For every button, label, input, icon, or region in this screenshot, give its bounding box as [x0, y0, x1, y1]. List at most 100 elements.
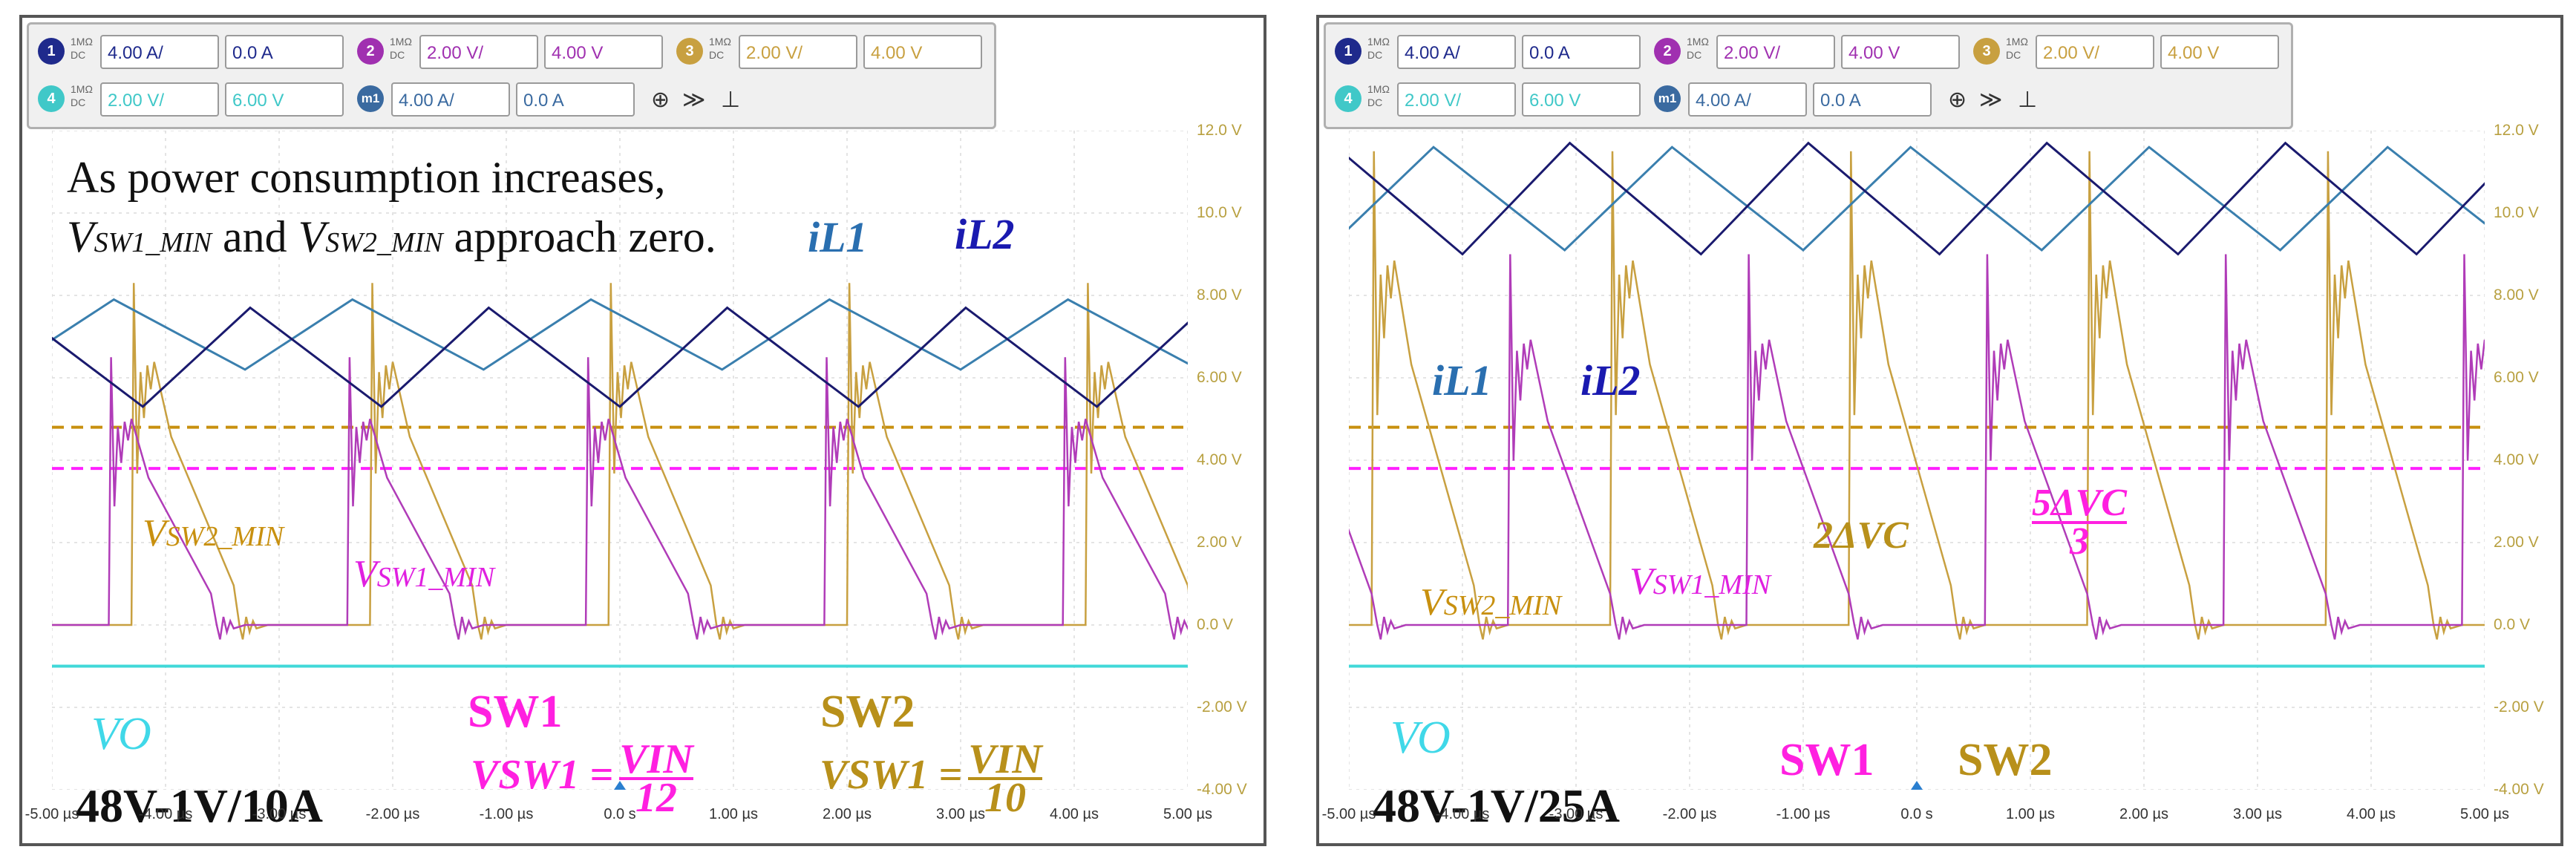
channel-1-badge[interactable]: 1: [1335, 38, 1361, 65]
trace-sw1: [1349, 254, 2485, 640]
x-tick-label: 4.00 µs: [2346, 806, 2396, 822]
label-sw1: SW1: [468, 687, 563, 737]
channel-2-offset[interactable]: 4.00 V: [1841, 35, 1960, 69]
x-tick-label: 4.00 µs: [1049, 806, 1099, 822]
channel-2-scale[interactable]: 2.00 V/: [1716, 35, 1835, 69]
add-channel-icon[interactable]: ⊕: [1948, 88, 1967, 112]
math-1-offset[interactable]: 0.0 A: [516, 82, 635, 117]
equation-sw2: VSW1 = VIN 10: [820, 739, 1042, 821]
more-icon[interactable]: ≫: [1979, 88, 2003, 112]
channel-3-offset[interactable]: 4.00 V: [2160, 35, 2279, 69]
y-tick-label: -4.00 V: [2494, 781, 2544, 798]
channel-3-offset[interactable]: 4.00 V: [863, 35, 982, 69]
channel-4-badge[interactable]: 4: [38, 85, 65, 112]
x-tick-label: 1.00 µs: [708, 806, 759, 822]
trace-sw2: [52, 283, 1188, 640]
y-tick-label: 12.0 V: [1197, 122, 1242, 139]
y-tick-label: 0.0 V: [2494, 616, 2531, 633]
channel-2-badge[interactable]: 2: [1654, 38, 1681, 65]
channel-1-badge[interactable]: 1: [38, 38, 65, 65]
label-vo: VO: [91, 709, 151, 759]
vsw2min-v: V: [1420, 581, 1444, 623]
channel-1-offset[interactable]: 0.0 A: [1522, 35, 1641, 69]
channel-4-scale[interactable]: 2.00 V/: [100, 82, 219, 117]
waveform-svg: [1349, 131, 2485, 790]
pin-icon[interactable]: ⊥: [2018, 88, 2038, 112]
channel-4-offset[interactable]: 6.00 V: [225, 82, 344, 117]
channel-1-coupling: 1MΩ DC: [71, 36, 93, 61]
eq1-fraction: VIN 12: [619, 739, 693, 819]
eq2-lhs: VSW1 =: [820, 751, 963, 798]
add-channel-icon[interactable]: ⊕: [651, 88, 670, 112]
label-vo: VO: [1390, 713, 1451, 763]
channel-toolbar: 1 1MΩ DC 4.00 A/ 0.0 A 2 1MΩ DC 2.00 V/ …: [1324, 22, 2293, 129]
y-tick-label: 6.00 V: [1197, 369, 1242, 386]
channel-3-coupling: 1MΩ DC: [709, 36, 731, 61]
channel-1-offset[interactable]: 0.0 A: [225, 35, 344, 69]
vsw1min-v: V: [353, 553, 377, 595]
y-tick-label: 4.00 V: [1197, 451, 1242, 468]
math-1-offset[interactable]: 0.0 A: [1813, 82, 1932, 117]
waveform-plot[interactable]: [1349, 131, 2485, 790]
pin-icon[interactable]: ⊥: [721, 88, 741, 112]
math-1-scale[interactable]: 4.00 A/: [391, 82, 510, 117]
vsw1min-sub: SW1_MIN: [376, 562, 495, 593]
more-icon[interactable]: ≫: [682, 88, 706, 112]
waveform-svg: [52, 131, 1188, 790]
channel-2-badge[interactable]: 2: [357, 38, 384, 65]
x-tick-label: -5.00 µs: [24, 806, 79, 822]
condition-label: 48V-1V/25A: [1373, 779, 1620, 832]
y-tick-label: 10.0 V: [2494, 204, 2539, 221]
x-tick-label: 3.00 µs: [935, 806, 986, 822]
vsw1min-sub: SW1_MIN: [1653, 569, 1771, 600]
channel-4-badge[interactable]: 4: [1335, 85, 1361, 112]
math-1-badge[interactable]: m1: [357, 85, 384, 112]
note-and: and: [211, 212, 298, 261]
trigger-marker: [1911, 781, 1923, 790]
x-tick-label: 2.00 µs: [2119, 806, 2169, 822]
note-v2: V: [298, 212, 326, 261]
channel-2-scale[interactable]: 2.00 V/: [419, 35, 538, 69]
label-sw2: SW2: [1958, 735, 2053, 785]
channel-3-scale[interactable]: 2.00 V/: [739, 35, 857, 69]
eq2-den: 10: [984, 775, 1026, 821]
channel-1-coupling: 1MΩ DC: [1367, 36, 1390, 61]
equation-sw1: VSW1 = VIN 12: [471, 739, 693, 819]
y-tick-label: 2.00 V: [1197, 534, 1242, 551]
channel-4-coupling: 1MΩ DC: [71, 83, 93, 108]
math-1-scale[interactable]: 4.00 A/: [1688, 82, 1807, 117]
trace-il1: [52, 298, 1188, 371]
dvc5-den: 3: [2069, 520, 2089, 563]
label-5dvc-3: 5ΔVC 3: [2026, 484, 2127, 563]
channel-1-scale[interactable]: 4.00 A/: [1397, 35, 1516, 69]
eq1-lhs: VSW1 =: [471, 751, 614, 798]
label-vsw2min: VSW2_MIN: [1420, 580, 1561, 624]
y-tick-label: 0.0 V: [1197, 616, 1234, 633]
trace-sw1: [52, 357, 1188, 640]
waveform-plot[interactable]: [52, 131, 1188, 790]
channel-3-badge[interactable]: 3: [1973, 38, 2000, 65]
x-tick-label: -3.00 µs: [252, 806, 307, 822]
channel-2-coupling: 1MΩ DC: [390, 36, 412, 61]
y-tick-label: -2.00 V: [1197, 698, 1247, 716]
channel-3-badge[interactable]: 3: [676, 38, 703, 65]
note-sub1: SW1_MIN: [94, 227, 212, 258]
channel-1-scale[interactable]: 4.00 A/: [100, 35, 219, 69]
dvc5-fraction: 5ΔVC 3: [2032, 484, 2127, 563]
label-vsw2min: VSW2_MIN: [143, 511, 284, 555]
channel-4-offset[interactable]: 6.00 V: [1522, 82, 1641, 117]
y-tick-label: 2.00 V: [2494, 534, 2539, 551]
annotation-note: As power consumption increases, V SW1_MIN…: [67, 148, 716, 272]
channel-3-scale[interactable]: 2.00 V/: [2036, 35, 2154, 69]
label-il1: iL1: [808, 213, 868, 261]
label-il1: iL1: [1432, 356, 1492, 405]
note-line-1: As power consumption increases,: [67, 153, 666, 202]
condition-label: 48V-1V/10A: [76, 779, 323, 832]
math-1-badge[interactable]: m1: [1654, 85, 1681, 112]
channel-4-scale[interactable]: 2.00 V/: [1397, 82, 1516, 117]
channel-2-offset[interactable]: 4.00 V: [544, 35, 663, 69]
trigger-marker: [614, 781, 626, 790]
x-tick-label: -2.00 µs: [365, 806, 420, 822]
label-vsw1min: VSW1_MIN: [353, 552, 494, 596]
label-sw2: SW2: [820, 687, 915, 737]
